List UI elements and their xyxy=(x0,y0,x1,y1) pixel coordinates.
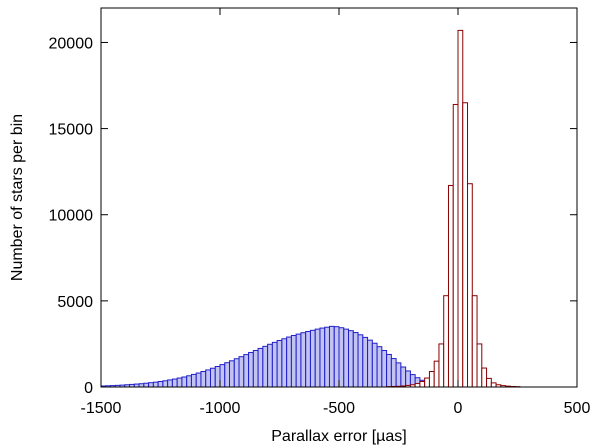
bar xyxy=(243,354,250,388)
bar xyxy=(238,356,245,388)
bar xyxy=(400,366,407,388)
bar xyxy=(333,326,340,388)
bar xyxy=(314,328,321,388)
bar xyxy=(362,336,369,388)
bar xyxy=(386,353,392,388)
bar xyxy=(148,382,154,388)
bar xyxy=(414,383,421,388)
bar xyxy=(295,333,302,388)
bar xyxy=(348,330,354,388)
bar xyxy=(338,327,345,388)
bar xyxy=(214,366,221,388)
bar xyxy=(490,382,497,388)
bar xyxy=(324,326,330,388)
bar xyxy=(305,331,311,388)
bar xyxy=(219,364,226,388)
bar xyxy=(319,327,326,388)
bar xyxy=(209,367,216,388)
x-tick-label: -1000 xyxy=(200,400,241,417)
bar xyxy=(262,345,269,388)
y-tick-label: 0 xyxy=(84,380,93,397)
x-tick-label: 0 xyxy=(454,400,463,417)
bar xyxy=(405,370,411,388)
bar xyxy=(452,103,459,388)
series-red-bars xyxy=(386,29,521,388)
bar xyxy=(271,341,278,388)
bar xyxy=(267,343,273,388)
bar xyxy=(467,183,473,388)
bar xyxy=(462,102,469,388)
bar xyxy=(481,367,488,388)
bar xyxy=(390,358,397,388)
x-tick-label: -1500 xyxy=(81,400,122,417)
bar xyxy=(357,334,364,388)
bar xyxy=(224,362,231,388)
y-tick-label: 10000 xyxy=(49,208,94,225)
bar xyxy=(352,332,359,388)
bar xyxy=(233,358,240,388)
x-tick-label: 500 xyxy=(564,400,591,417)
bar xyxy=(229,360,235,388)
bar xyxy=(171,378,178,388)
x-axis-label: Parallax error [µas] xyxy=(271,428,406,445)
bar xyxy=(343,328,350,388)
bar xyxy=(176,377,183,388)
bar xyxy=(167,379,173,388)
bar xyxy=(281,338,288,388)
bar xyxy=(200,371,207,388)
bar xyxy=(162,380,169,388)
y-tick-label: 15000 xyxy=(49,122,94,139)
y-tick-label: 20000 xyxy=(49,35,94,52)
y-axis-ticks: 0 5000 10000 15000 20000 xyxy=(49,35,577,397)
bar xyxy=(205,369,211,388)
bar xyxy=(309,329,316,388)
bar xyxy=(395,362,402,388)
bar xyxy=(328,325,335,388)
bar xyxy=(433,360,440,388)
bar xyxy=(190,373,197,388)
bar xyxy=(443,295,449,388)
y-axis-label: Number of stars per bin xyxy=(9,114,26,281)
bar xyxy=(252,349,259,388)
bar xyxy=(286,336,292,388)
bar xyxy=(300,332,307,388)
bar xyxy=(376,346,383,388)
bar xyxy=(457,29,464,388)
bar xyxy=(471,295,478,388)
bar xyxy=(143,382,150,388)
bar xyxy=(476,343,483,388)
bar xyxy=(276,339,283,388)
bar xyxy=(447,184,454,388)
bar xyxy=(428,371,435,388)
bar xyxy=(381,349,388,388)
bar xyxy=(424,377,430,388)
bar xyxy=(195,372,202,388)
bar xyxy=(181,376,188,388)
x-axis-ticks: -1500 -1000 -500 0 500 xyxy=(81,8,591,417)
y-tick-label: 5000 xyxy=(57,294,93,311)
bar xyxy=(157,380,164,388)
bar xyxy=(290,334,297,388)
bar xyxy=(248,352,254,388)
bar xyxy=(419,380,426,388)
bar xyxy=(257,347,264,388)
bar xyxy=(367,339,373,388)
x-tick-label: -500 xyxy=(323,400,355,417)
bar xyxy=(186,375,192,388)
bar xyxy=(371,342,378,388)
bar xyxy=(438,343,445,388)
bar xyxy=(486,377,492,388)
bar xyxy=(152,381,159,388)
